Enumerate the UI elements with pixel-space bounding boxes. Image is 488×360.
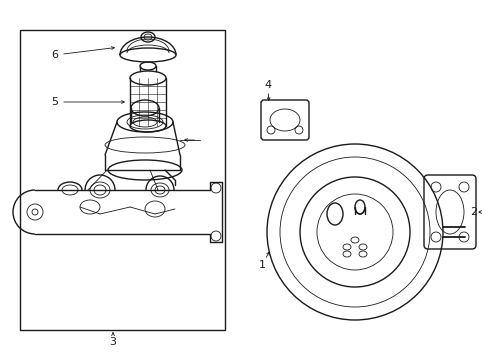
Text: 3: 3 [109, 337, 116, 347]
Bar [20, 30, 224, 330]
Text: 5: 5 [51, 97, 59, 107]
Text: 4: 4 [264, 80, 271, 90]
Text: 2: 2 [469, 207, 477, 217]
Text: 1: 1 [258, 260, 265, 270]
Text: 6: 6 [51, 50, 59, 60]
